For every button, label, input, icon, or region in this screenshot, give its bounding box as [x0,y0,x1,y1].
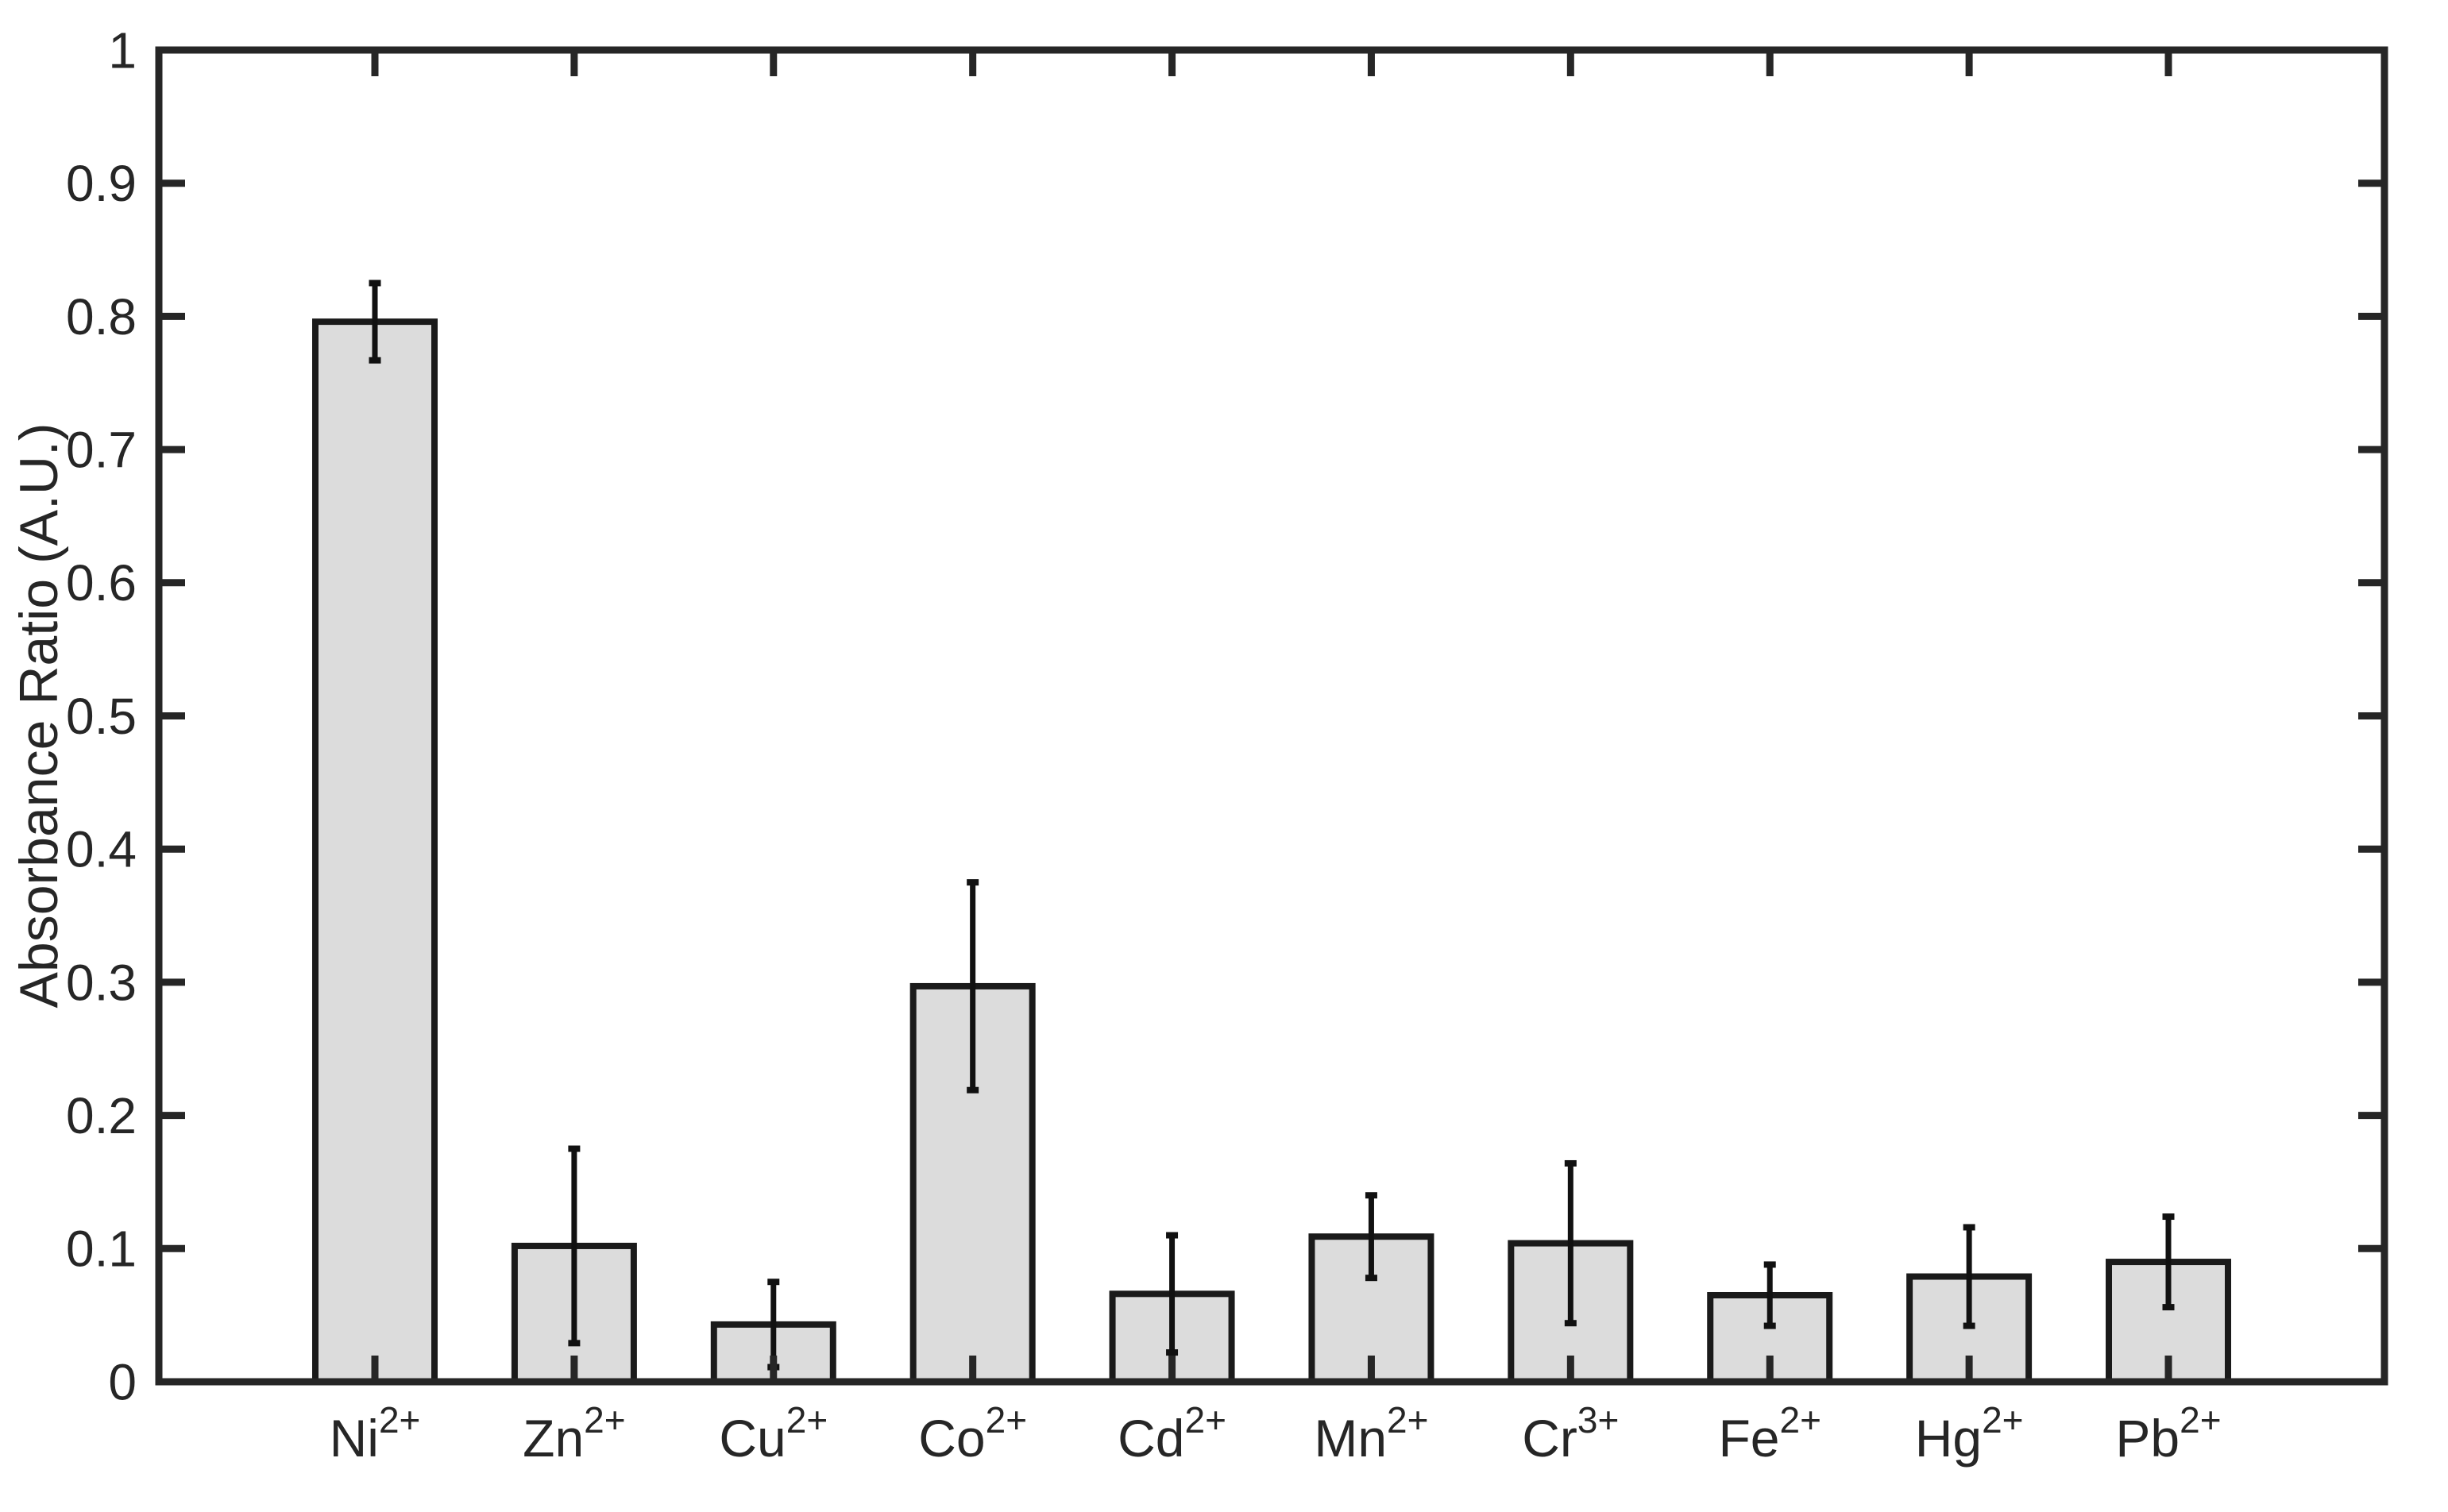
element-symbol: Ni [330,1409,379,1468]
element-symbol: Zn [523,1409,584,1468]
element-symbol: Hg [1915,1409,1982,1468]
charge-superscript: 2+ [1780,1399,1821,1441]
element-symbol: Cd [1118,1409,1184,1468]
x-tick-label-cu: Cu2+ [719,1399,828,1468]
y-axis-title: Absorbance Ratio (A.U.) [9,423,69,1009]
y-tick-label: 0.7 [66,422,137,479]
x-tick-label-co: Co2+ [918,1399,1027,1468]
charge-superscript: 2+ [379,1399,420,1441]
charge-superscript: 2+ [1982,1399,2023,1441]
charge-superscript: 2+ [986,1399,1027,1441]
x-tick-label-cr: Cr3+ [1522,1399,1619,1468]
element-symbol: Cr [1522,1409,1577,1468]
x-tick-label-hg: Hg2+ [1915,1399,2024,1468]
x-tick-label-ni: Ni2+ [330,1399,421,1468]
y-tick-label: 0.5 [66,688,137,745]
y-tick-label: 0 [108,1353,137,1410]
x-tick-label-cd: Cd2+ [1118,1399,1226,1468]
element-symbol: Pb [2115,1409,2180,1468]
charge-superscript: 2+ [1185,1399,1226,1441]
charge-superscript: 2+ [786,1399,828,1441]
x-tick-label-fe: Fe2+ [1718,1399,1821,1468]
axes-box [155,46,2388,1386]
y-tick-label: 0.4 [66,821,137,878]
y-tick-label: 0.1 [66,1221,137,1278]
y-tick-label: 0.9 [66,155,137,212]
element-symbol: Fe [1718,1409,1779,1468]
y-tick-label: 0.6 [66,554,137,611]
x-tick-label-pb: Pb2+ [2115,1399,2221,1468]
x-tick-label-zn: Zn2+ [523,1399,625,1468]
element-symbol: Mn [1314,1409,1387,1468]
element-symbol: Co [918,1409,985,1468]
charge-superscript: 3+ [1577,1399,1619,1441]
charge-superscript: 2+ [1387,1399,1428,1441]
x-tick-label-mn: Mn2+ [1314,1399,1428,1468]
charge-superscript: 2+ [2180,1399,2221,1441]
y-tick-label: 1 [108,21,137,79]
bar-ni [312,318,438,1385]
element-symbol: Cu [719,1409,786,1468]
y-tick-label: 0.8 [66,288,137,345]
y-tick-label: 0.2 [66,1087,137,1144]
y-tick-label: 0.3 [66,954,137,1011]
charge-superscript: 2+ [584,1399,625,1441]
